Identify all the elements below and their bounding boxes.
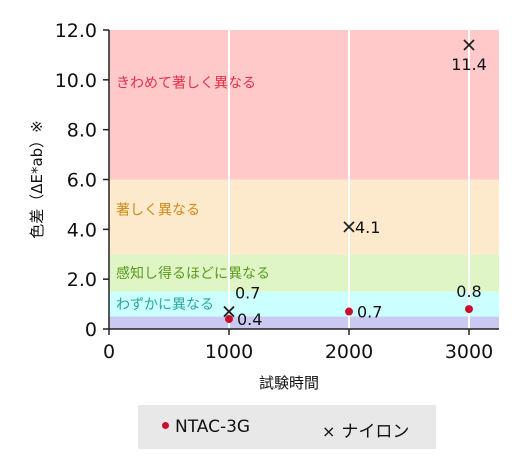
data-point-ntac	[345, 307, 353, 316]
data-label: 0.7	[235, 284, 260, 303]
y-tick-label-6: 12.0	[55, 20, 97, 42]
legend-label-ntac: NTAC-3G	[175, 417, 251, 437]
x-axis-label: 試験時間	[259, 374, 319, 392]
band-2	[109, 254, 499, 292]
band-label-2: 感知し得るほどに異なる	[116, 265, 270, 282]
legend-item-nylon: × ナイロン	[322, 417, 409, 442]
data-label: 0.7	[357, 303, 382, 322]
legend: NTAC-3G × ナイロン	[138, 405, 436, 449]
data-point-nylon	[463, 39, 475, 51]
x-tick-label-1: 1000	[205, 341, 253, 363]
x-tick-label-2: 2000	[325, 341, 373, 363]
legend-item-ntac: NTAC-3G	[162, 417, 250, 437]
data-point-nylon	[343, 221, 355, 233]
band-0	[109, 316, 499, 329]
y-tick-label-5: 10.0	[55, 70, 97, 92]
data-point-ntac	[465, 305, 473, 314]
y-tick-label-4: 8.0	[67, 120, 97, 142]
legend-label-nylon: ナイロン	[341, 422, 410, 442]
band-1	[109, 291, 499, 317]
band-4	[109, 30, 499, 180]
data-label: 4.1	[355, 218, 380, 237]
data-label: 0.4	[237, 310, 262, 329]
data-label: 11.4	[451, 55, 487, 74]
data-label: 0.8	[456, 282, 481, 301]
data-point-ntac	[225, 315, 233, 324]
x-tick-label-0: 0	[103, 341, 115, 363]
y-tick-label-2: 4.0	[67, 219, 97, 241]
x-tick-label-3: 3000	[445, 341, 493, 363]
data-point-nylon	[223, 305, 235, 318]
band-label-4: きわめて著しく異なる	[116, 75, 256, 91]
band-3	[109, 179, 499, 255]
band-label-1: わずかに異なる	[116, 297, 214, 313]
cross-icon: ×	[322, 422, 336, 441]
y-axis-label: 色差（ΔE*ab）※	[28, 120, 46, 239]
red-dot-icon	[162, 421, 169, 429]
y-tick-label-1: 2.0	[67, 269, 97, 291]
y-tick-label-0: 0	[85, 319, 97, 341]
y-tick-label-3: 6.0	[67, 170, 97, 192]
band-label-3: 著しく異なる	[116, 202, 200, 218]
